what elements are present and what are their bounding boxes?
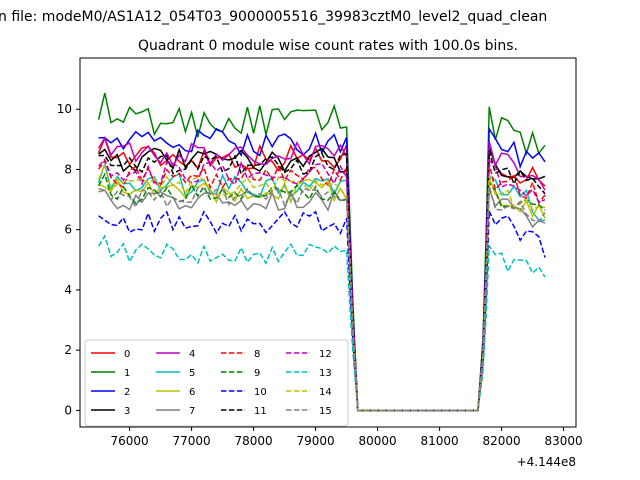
y-tick-label: 10 (57, 102, 72, 116)
x-tick-label: 83000 (545, 434, 583, 448)
y-axis: 0 2 4 6 8 10 (57, 102, 80, 417)
x-tick-label: 81000 (421, 434, 459, 448)
x-tick-label: 76000 (111, 434, 149, 448)
x-axis: 76000 77000 78000 79000 80000 81000 82000 83000 (111, 427, 583, 448)
legend-label-3: 3 (124, 406, 130, 417)
legend-label-2: 2 (124, 387, 130, 398)
legend-label-4: 4 (189, 349, 195, 360)
x-tick-label: 82000 (483, 434, 521, 448)
y-tick-label: 2 (64, 343, 72, 357)
plot-frame (79, 57, 577, 428)
series-group (97, 92, 546, 412)
series-line-10 (98, 210, 546, 412)
series-line-8 (97, 159, 546, 412)
x-tick-label: 78000 (235, 434, 273, 448)
legend-label-13: 13 (319, 368, 332, 379)
series-line-15 (98, 185, 546, 412)
legend-label-1: 1 (124, 368, 130, 379)
legend-label-7: 7 (189, 406, 195, 417)
legend-label-10: 10 (254, 387, 267, 398)
series-line-13 (97, 234, 546, 412)
y-tick-label: 6 (64, 223, 72, 237)
legend-label-12: 12 (319, 349, 332, 360)
legend-label-15: 15 (319, 406, 332, 417)
x-axis-offset-label: +4.144e8 (517, 455, 576, 469)
y-tick-label: 4 (64, 283, 72, 297)
x-tick-label: 79000 (297, 434, 335, 448)
series-line-14 (97, 162, 546, 412)
legend-label-14: 14 (319, 387, 332, 398)
legend-label-0: 0 (124, 349, 130, 360)
legend-label-5: 5 (189, 368, 195, 379)
y-tick-label: 0 (64, 403, 72, 417)
x-tick-label: 80000 (359, 434, 397, 448)
legend-label-6: 6 (189, 387, 195, 398)
legend-label-11: 11 (254, 406, 267, 417)
y-tick-label: 8 (64, 162, 72, 176)
legend-label-8: 8 (254, 349, 260, 360)
legend-frame (84, 339, 349, 427)
x-tick-label: 77000 (173, 434, 211, 448)
chart-title: Quadrant 0 module wise count rates with … (138, 38, 518, 54)
legend-label-9: 9 (254, 368, 260, 379)
figure-suptitle: n file: modeM0/AS1A12_054T03_9000005516_… (0, 9, 547, 25)
